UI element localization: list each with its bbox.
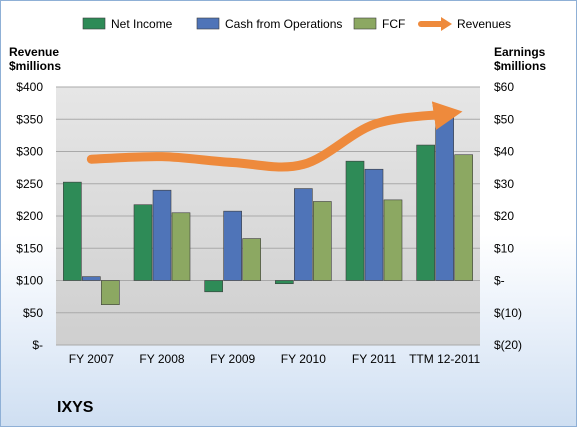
legend-arrow-icon bbox=[441, 17, 452, 31]
right-tick-label: $50 bbox=[494, 112, 514, 126]
right-tick-label: $40 bbox=[494, 145, 514, 159]
bars-layer bbox=[63, 114, 473, 305]
x-tick-label: TTM 12-2011 bbox=[409, 352, 480, 366]
left-tick-label: $100 bbox=[16, 274, 43, 288]
gridlines bbox=[56, 86, 480, 346]
right-axis-title: Earnings $millions bbox=[494, 45, 546, 73]
bar-net-income bbox=[345, 160, 365, 281]
right-tick-label: $30 bbox=[494, 177, 514, 191]
left-tick-label: $250 bbox=[16, 177, 43, 191]
bar-net-income bbox=[133, 204, 153, 281]
right-tick-label: $(20) bbox=[494, 338, 522, 352]
company-name: IXYS bbox=[57, 399, 94, 416]
bar-cash-from-operations bbox=[435, 114, 454, 281]
bar-fcf bbox=[242, 238, 261, 281]
bar-fcf bbox=[101, 280, 120, 305]
x-tick-label: FY 2010 bbox=[281, 352, 326, 366]
legend-label: Net Income bbox=[111, 17, 173, 31]
right-axis-title-line2: $millions bbox=[494, 59, 547, 73]
left-tick-label: $400 bbox=[16, 80, 43, 94]
legend-swatch-net-income bbox=[82, 17, 106, 30]
legend-label: Cash from Operations bbox=[225, 17, 342, 31]
right-tick-label: $20 bbox=[494, 209, 514, 223]
axis-labels: $- $50 $100 $150 $200 $250 $300 $350 $400 $(20) $(… bbox=[16, 80, 522, 366]
bar-fcf bbox=[383, 199, 403, 281]
bar-net-income bbox=[416, 144, 435, 281]
bar-cash-from-operations bbox=[223, 210, 242, 281]
revenue-line bbox=[86, 101, 463, 172]
bar-cash-from-operations bbox=[152, 189, 172, 281]
legend-swatch-fcf bbox=[353, 17, 377, 30]
bar-cash-from-operations bbox=[82, 276, 101, 281]
left-axis-title-line1: Revenue bbox=[9, 45, 60, 59]
legend-label: Revenues bbox=[457, 17, 511, 31]
x-tick-label: FY 2008 bbox=[139, 352, 184, 366]
legend: Net Income Cash from Operations FCF Revenue… bbox=[82, 17, 511, 31]
right-axis-title-line1: Earnings bbox=[494, 45, 546, 59]
right-tick-label: $(10) bbox=[494, 306, 522, 320]
left-tick-label: $50 bbox=[23, 306, 43, 320]
legend-label: FCF bbox=[382, 17, 405, 31]
left-tick-label: $200 bbox=[16, 209, 43, 223]
right-tick-label: $10 bbox=[494, 241, 514, 255]
bar-net-income bbox=[63, 181, 82, 281]
left-axis-title-line2: $millions bbox=[9, 59, 62, 73]
left-axis-title: Revenue $millions bbox=[9, 45, 61, 73]
bar-net-income bbox=[204, 280, 223, 293]
x-tick-label: FY 2011 bbox=[352, 352, 397, 366]
bar-cash-from-operations bbox=[364, 168, 384, 281]
legend-swatch-cash-from-operations bbox=[196, 17, 220, 30]
bar-fcf bbox=[313, 201, 332, 281]
left-tick-label: $- bbox=[32, 338, 43, 352]
x-tick-label: FY 2009 bbox=[210, 352, 255, 366]
right-tick-label: $60 bbox=[494, 80, 514, 94]
right-tick-label: $- bbox=[494, 274, 505, 288]
left-tick-label: $150 bbox=[16, 241, 43, 255]
bar-fcf bbox=[171, 212, 191, 281]
left-tick-label: $350 bbox=[16, 112, 43, 126]
bar-cash-from-operations bbox=[294, 188, 313, 281]
x-tick-label: FY 2007 bbox=[69, 352, 114, 366]
left-tick-label: $300 bbox=[16, 145, 43, 159]
revenue-line-layer bbox=[86, 101, 463, 172]
bar-fcf bbox=[454, 154, 473, 281]
bar-net-income bbox=[275, 280, 294, 285]
